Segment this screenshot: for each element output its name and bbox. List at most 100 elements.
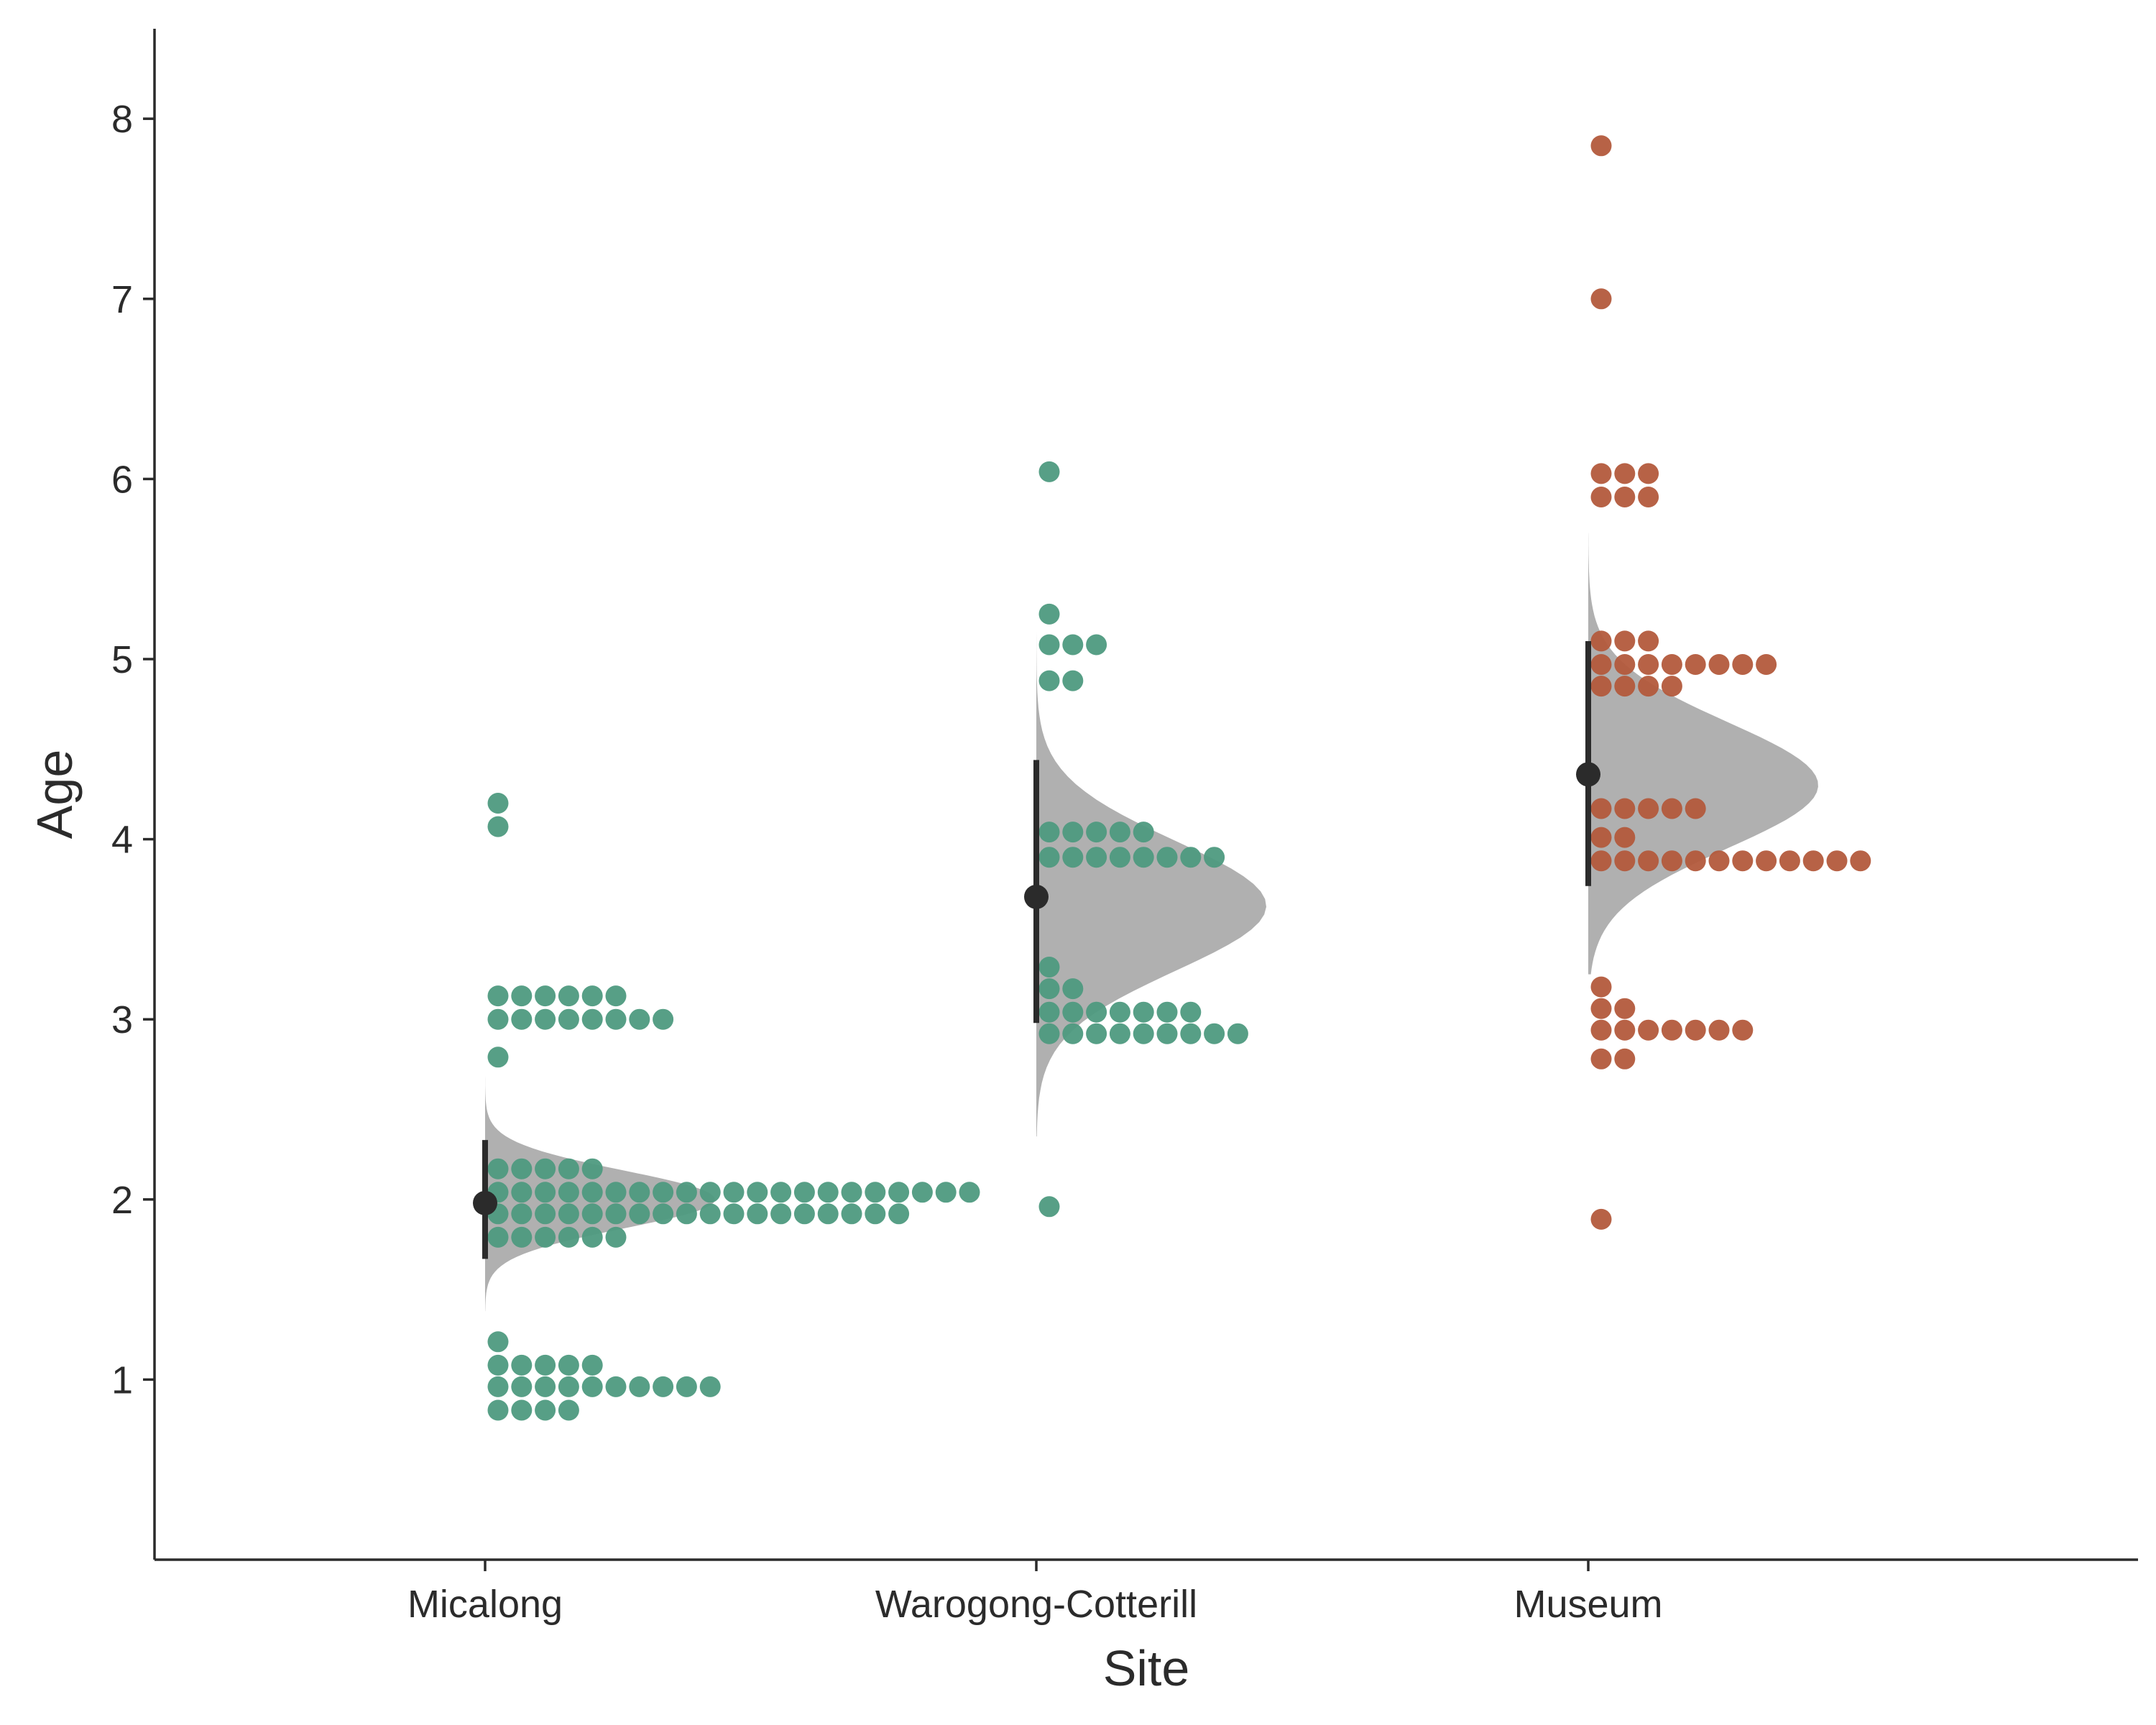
dot-micalong xyxy=(558,1182,579,1202)
dot-micalong xyxy=(747,1203,768,1224)
dot-micalong xyxy=(582,1159,603,1179)
dot-micalong xyxy=(558,1009,579,1030)
dot-micalong xyxy=(488,793,509,814)
dot-micalong xyxy=(488,1046,509,1067)
dot-micalong xyxy=(888,1182,909,1202)
dot-museum xyxy=(1638,654,1659,675)
mean-point-micalong xyxy=(473,1191,497,1215)
dot-micalong xyxy=(535,1376,556,1397)
dot-warogong-cotterill xyxy=(1086,847,1107,868)
dot-museum xyxy=(1591,827,1612,848)
dot-warogong-cotterill xyxy=(1180,847,1201,868)
dot-micalong xyxy=(511,985,532,1006)
y-tick-label: 6 xyxy=(111,458,133,501)
dot-warogong-cotterill xyxy=(1062,635,1083,656)
dot-micalong xyxy=(558,1203,579,1224)
dot-warogong-cotterill xyxy=(1039,604,1060,625)
dot-museum xyxy=(1685,1020,1706,1041)
dot-micalong xyxy=(582,1376,603,1397)
dot-warogong-cotterill xyxy=(1133,1002,1154,1023)
dot-micalong xyxy=(842,1182,862,1202)
dot-micalong xyxy=(653,1376,673,1397)
dot-museum xyxy=(1638,487,1659,507)
dot-museum xyxy=(1709,1020,1730,1041)
dot-warogong-cotterill xyxy=(1039,461,1060,482)
dot-micalong xyxy=(912,1182,933,1202)
dot-museum xyxy=(1614,799,1635,819)
dot-warogong-cotterill xyxy=(1157,1024,1178,1044)
dot-museum xyxy=(1614,654,1635,675)
dot-museum xyxy=(1638,1020,1659,1041)
dot-museum xyxy=(1732,654,1753,675)
dot-museum xyxy=(1614,487,1635,507)
dot-museum xyxy=(1591,487,1612,507)
dot-museum xyxy=(1591,1049,1612,1070)
dot-museum xyxy=(1638,463,1659,484)
dot-warogong-cotterill xyxy=(1039,822,1060,842)
dot-micalong xyxy=(653,1182,673,1202)
dot-warogong-cotterill xyxy=(1110,847,1130,868)
dot-museum xyxy=(1591,676,1612,696)
dot-museum xyxy=(1662,1020,1682,1041)
dot-museum xyxy=(1756,654,1777,675)
dot-museum xyxy=(1638,850,1659,871)
dot-warogong-cotterill xyxy=(1039,978,1060,999)
dot-micalong xyxy=(535,1355,556,1376)
dot-warogong-cotterill xyxy=(1110,1024,1130,1044)
dot-micalong xyxy=(558,1355,579,1376)
dot-micalong xyxy=(770,1203,791,1224)
dot-micalong xyxy=(747,1182,768,1202)
dot-micalong xyxy=(582,1182,603,1202)
dot-micalong xyxy=(676,1203,697,1224)
dot-micalong xyxy=(558,985,579,1006)
dot-micalong xyxy=(959,1182,980,1202)
dot-micalong xyxy=(488,1400,509,1421)
dot-micalong xyxy=(488,816,509,837)
dot-museum xyxy=(1803,850,1824,871)
dot-museum xyxy=(1732,1020,1753,1041)
dot-museum xyxy=(1591,799,1612,819)
dot-museum xyxy=(1591,1020,1612,1041)
dot-micalong xyxy=(606,1203,627,1224)
x-axis-title: Site xyxy=(1103,1640,1190,1696)
dot-warogong-cotterill xyxy=(1062,847,1083,868)
dot-warogong-cotterill xyxy=(1157,1002,1178,1023)
dot-micalong xyxy=(794,1203,815,1224)
dot-micalong xyxy=(794,1182,815,1202)
dot-micalong xyxy=(582,1009,603,1030)
dot-museum xyxy=(1638,799,1659,819)
y-tick-label: 7 xyxy=(111,278,133,321)
dot-micalong xyxy=(511,1182,532,1202)
dot-micalong xyxy=(488,1376,509,1397)
mean-point-warogong-cotterill xyxy=(1024,885,1049,909)
y-tick-label: 5 xyxy=(111,638,133,681)
dot-museum xyxy=(1591,135,1612,156)
dot-museum xyxy=(1709,850,1730,871)
dot-micalong xyxy=(558,1227,579,1248)
dot-warogong-cotterill xyxy=(1110,1002,1130,1023)
dot-museum xyxy=(1638,630,1659,651)
dot-museum xyxy=(1662,799,1682,819)
y-tick-label: 3 xyxy=(111,998,133,1041)
dot-museum xyxy=(1662,676,1682,696)
dot-warogong-cotterill xyxy=(1062,671,1083,691)
dot-micalong xyxy=(488,1355,509,1376)
mean-point-museum xyxy=(1576,762,1600,786)
dot-warogong-cotterill xyxy=(1062,822,1083,842)
dot-museum xyxy=(1591,288,1612,309)
dot-museum xyxy=(1685,654,1706,675)
dot-micalong xyxy=(558,1159,579,1179)
dot-micalong xyxy=(488,1331,509,1352)
dot-micalong xyxy=(936,1182,957,1202)
dot-museum xyxy=(1591,998,1612,1019)
dot-micalong xyxy=(700,1376,721,1397)
dot-micalong xyxy=(865,1203,885,1224)
dot-museum xyxy=(1614,827,1635,848)
dot-micalong xyxy=(582,1355,603,1376)
dot-museum xyxy=(1827,850,1848,871)
x-tick-label: Warogong-Cotterill xyxy=(875,1583,1197,1626)
dot-museum xyxy=(1614,1020,1635,1041)
dot-museum xyxy=(1685,799,1706,819)
dot-museum xyxy=(1614,1049,1635,1070)
